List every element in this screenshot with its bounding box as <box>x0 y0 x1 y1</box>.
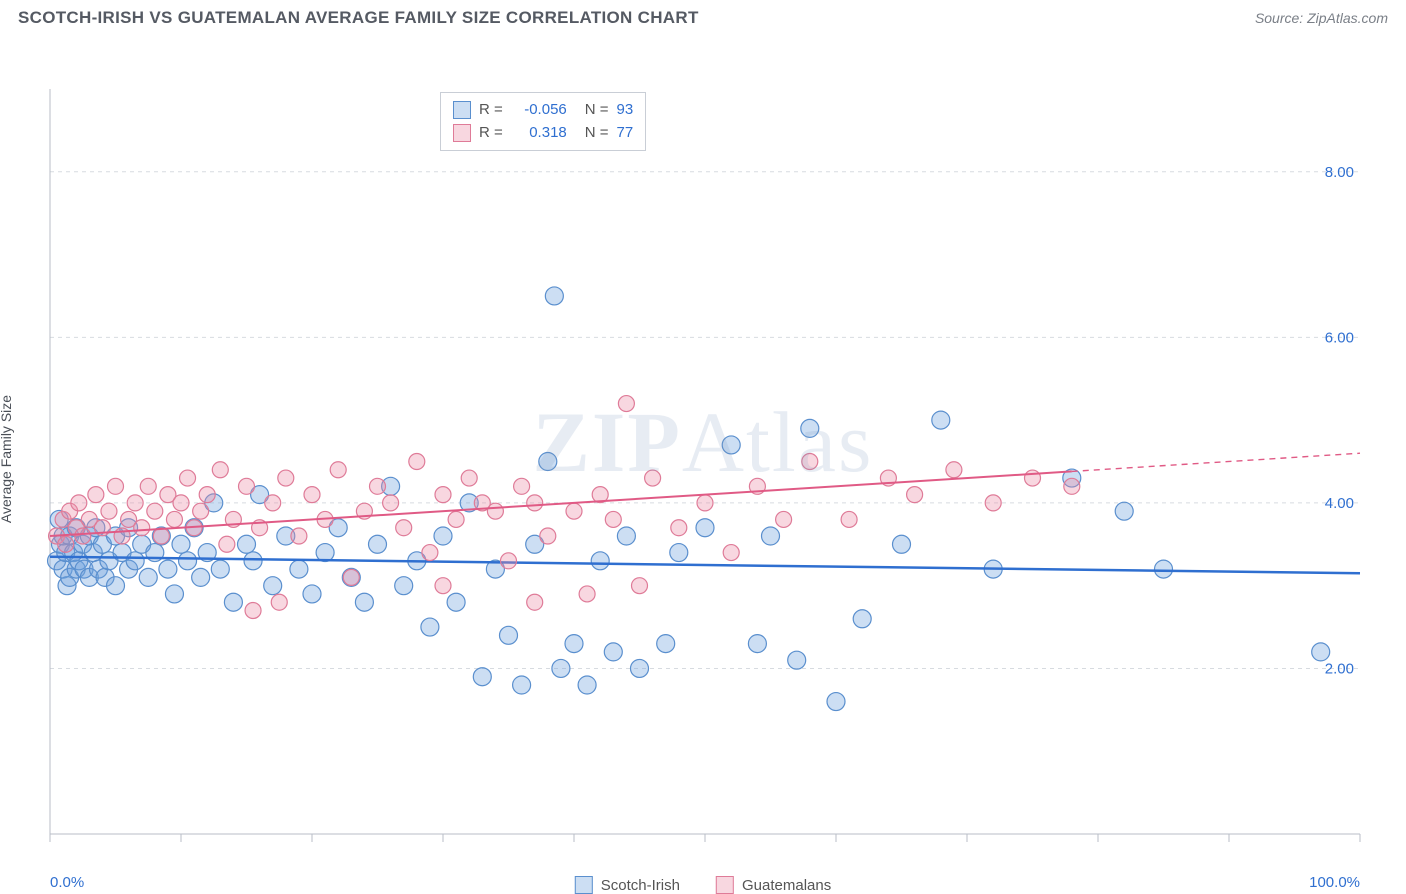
scatter-plot: 2.00 4.00 6.00 8.00 <box>0 34 1406 884</box>
stats-row: R =-0.056N =93 <box>453 99 633 122</box>
svg-text:2.00: 2.00 <box>1325 660 1354 677</box>
series-scotch-irish <box>48 287 1330 711</box>
svg-text:8.00: 8.00 <box>1325 164 1354 181</box>
x-axis-min-label: 0.0% <box>50 874 84 891</box>
x-axis-max-label: 100.0% <box>1309 874 1360 891</box>
series-legend: Scotch-Irish Guatemalans <box>575 876 831 894</box>
svg-text:4.00: 4.00 <box>1325 495 1354 512</box>
y-axis-label: Average Family Size <box>0 395 14 523</box>
stats-legend-box: R =-0.056N =93R =0.318N =77 <box>440 92 646 151</box>
swatch-icon <box>575 876 593 894</box>
swatch-icon <box>453 124 471 142</box>
swatch-icon <box>716 876 734 894</box>
chart-title: SCOTCH-IRISH VS GUATEMALAN AVERAGE FAMIL… <box>18 8 699 28</box>
header: SCOTCH-IRISH VS GUATEMALAN AVERAGE FAMIL… <box>0 0 1406 34</box>
chart-area: Average Family Size 2.004.006.008.00 ZIP… <box>0 34 1406 884</box>
legend-item: Scotch-Irish <box>575 876 680 894</box>
svg-text:6.00: 6.00 <box>1325 329 1354 346</box>
stats-row: R =0.318N =77 <box>453 122 633 145</box>
legend-item: Guatemalans <box>716 876 831 894</box>
source-label: Source: ZipAtlas.com <box>1255 10 1388 26</box>
swatch-icon <box>453 101 471 119</box>
